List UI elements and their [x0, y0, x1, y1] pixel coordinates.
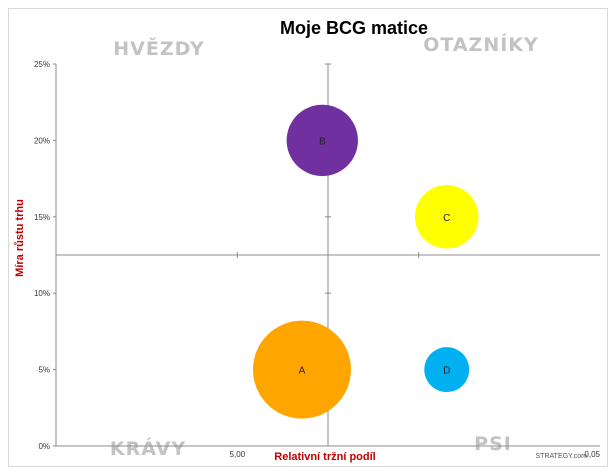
- bubble-label-a: A: [299, 366, 306, 377]
- bcg-matrix-chart: Moje BCG matice HVĚZDY OTAZNÍKY KRÁVY PS…: [14, 18, 601, 463]
- bubble-label-d: D: [443, 366, 450, 377]
- chart-title: Moje BCG matice: [280, 18, 428, 38]
- y-tick-label: 20%: [34, 136, 50, 145]
- y-tick-label: 15%: [34, 213, 50, 222]
- chart-frame: Moje BCG matice HVĚZDY OTAZNÍKY KRÁVY PS…: [8, 8, 608, 467]
- credit-text: STRATEGY.com: [536, 453, 588, 460]
- bubble-d: [424, 347, 470, 393]
- x-tick-label: 5,00: [230, 450, 246, 459]
- bubble-b: [286, 104, 358, 177]
- y-tick-label: 5%: [38, 366, 50, 375]
- x-tick-label: 0,05: [584, 450, 600, 459]
- quadrant-label-kravy: KRÁVY: [110, 437, 186, 460]
- quadrant-label-psi: PSI: [474, 433, 512, 455]
- y-tick-label: 10%: [34, 289, 50, 298]
- y-axis-title: Míra růstu trhu: [14, 199, 26, 277]
- bubble-c: [414, 185, 479, 249]
- bubble-a: [252, 320, 351, 419]
- bubble-label-b: B: [319, 136, 326, 147]
- x-axis-title: Relativní tržní podíl: [274, 451, 375, 463]
- quadrant-label-otazniky: OTAZNÍKY: [423, 33, 539, 56]
- quadrant-label-hvezdy: HVĚZDY: [113, 37, 205, 60]
- y-tick-label: 0%: [38, 442, 50, 451]
- bubbles-layer: A B C D: [252, 104, 479, 419]
- y-tick-label: 25%: [34, 60, 50, 69]
- bubble-label-c: C: [443, 213, 450, 224]
